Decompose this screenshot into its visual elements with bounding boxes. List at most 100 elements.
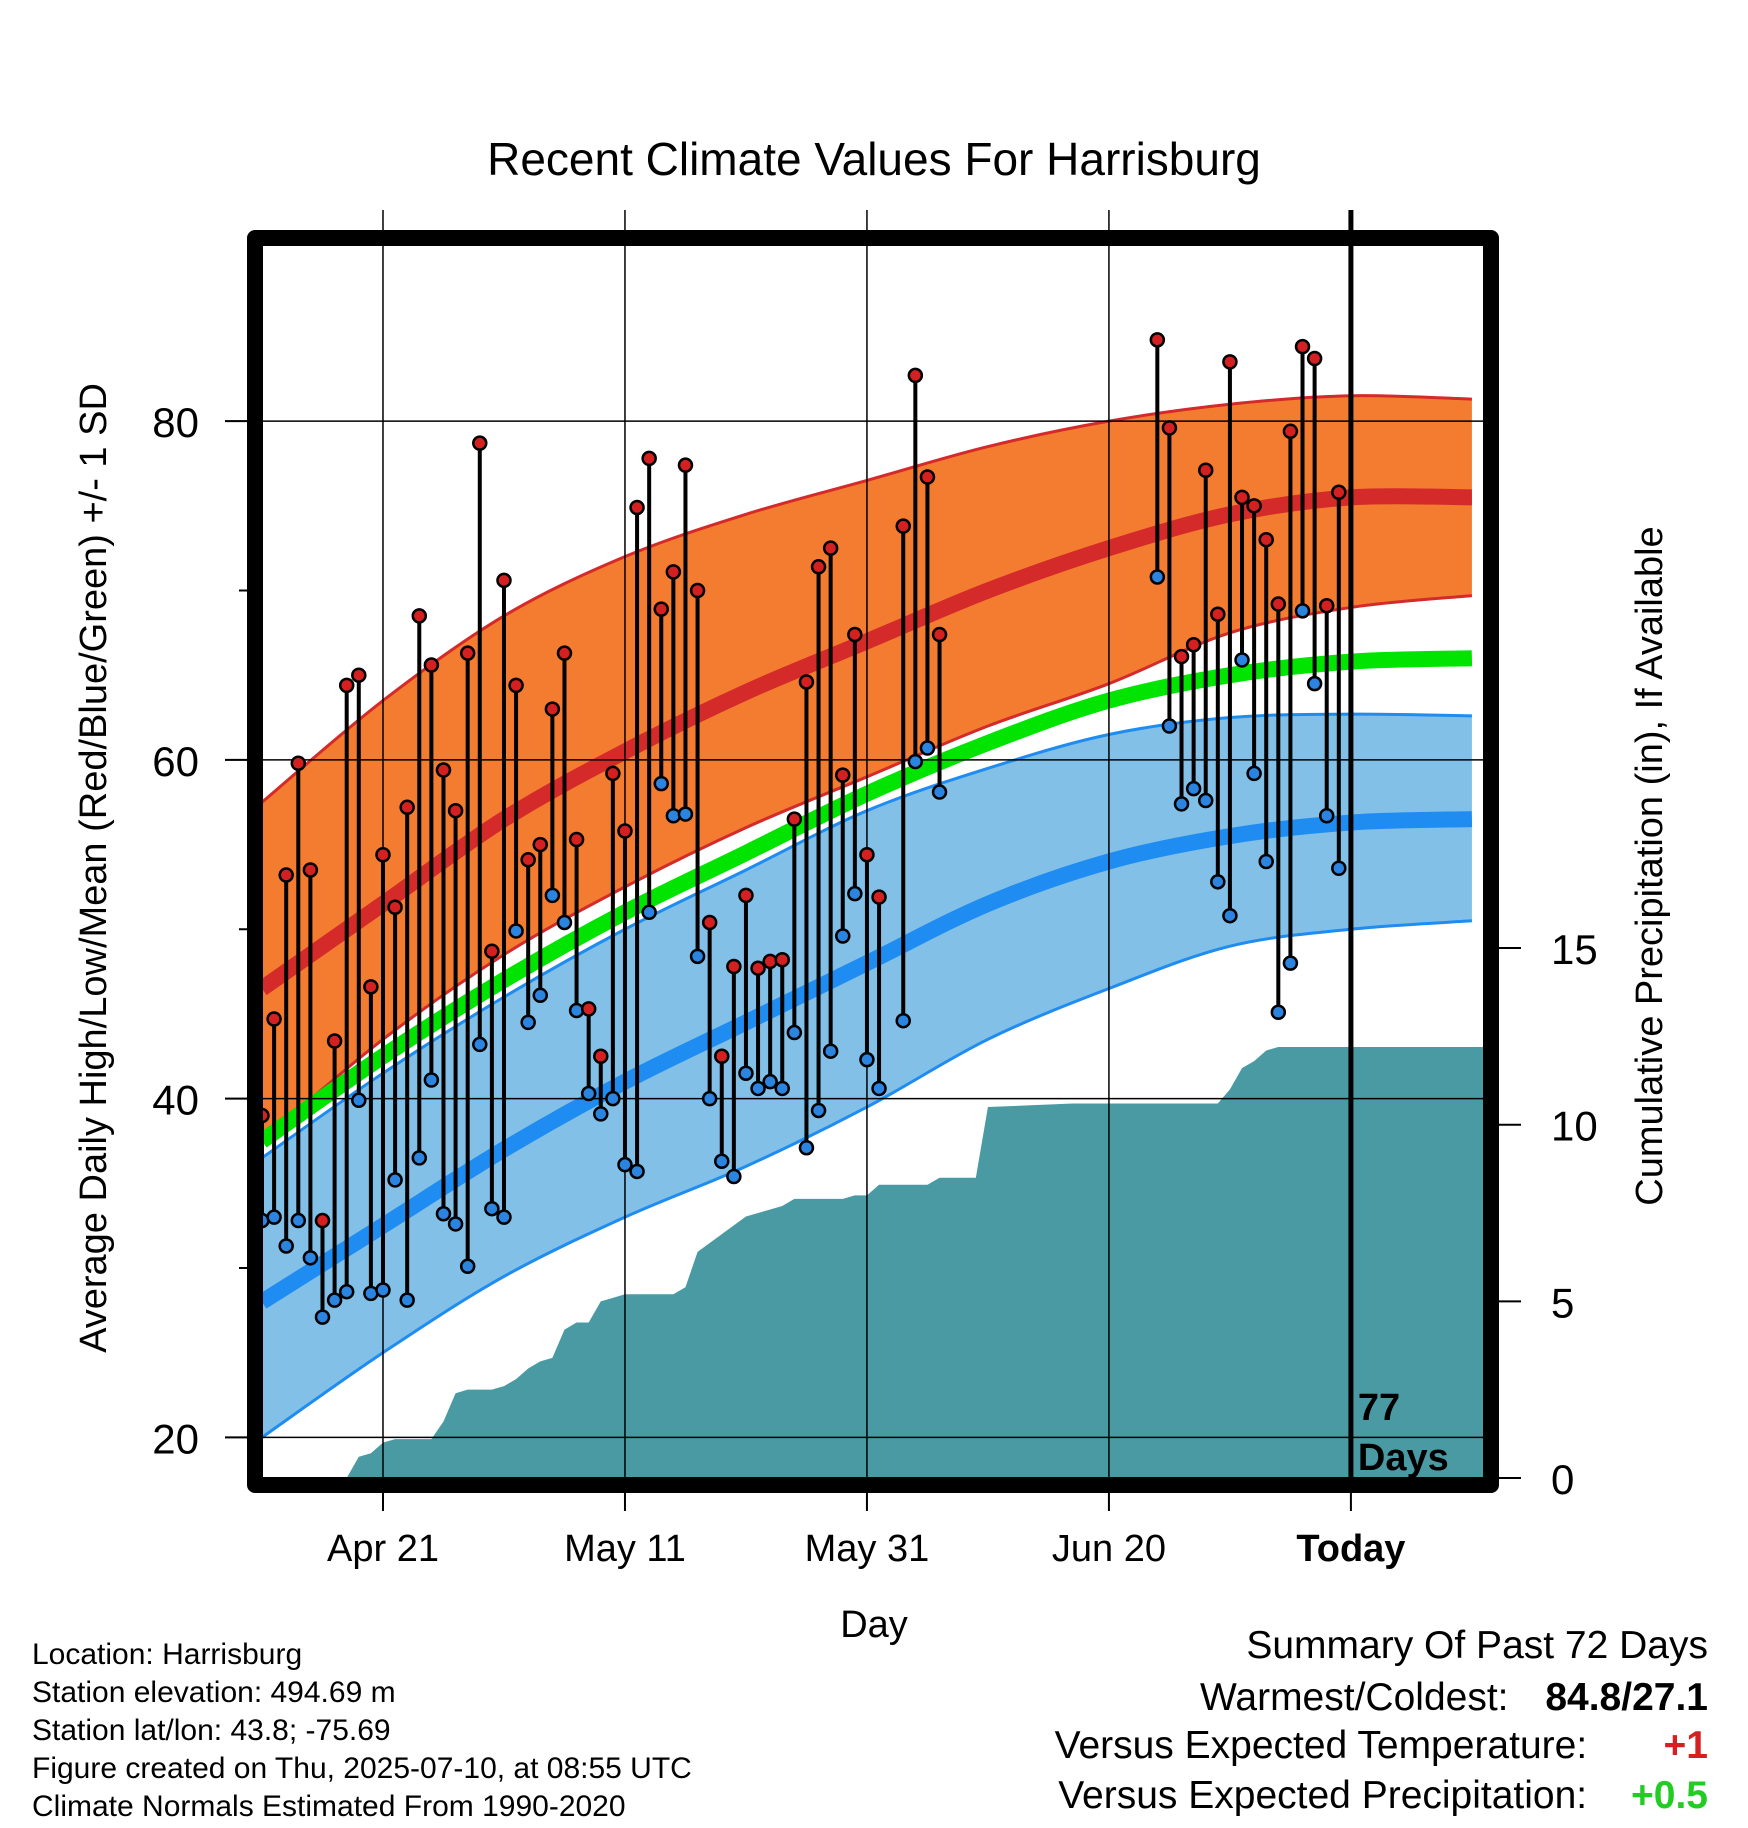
daily-high-marker	[617, 823, 633, 839]
daily-high-marker	[520, 852, 536, 868]
daily-high-marker	[568, 831, 585, 848]
daily-high-marker	[738, 887, 754, 904]
daily-high-marker	[641, 450, 657, 467]
precipitation-fill	[262, 1046, 1484, 1478]
latlon-text: Station lat/lon: 43.8; -75.69	[32, 1714, 391, 1747]
daily-high-marker	[484, 943, 500, 960]
daily-low-marker	[411, 1150, 428, 1166]
daily-low-marker	[847, 885, 863, 902]
daily-low-marker	[266, 1209, 282, 1225]
daily-high-marker	[459, 645, 476, 661]
location-text: Location: Harrisburg	[32, 1638, 303, 1671]
daily-high-marker	[532, 836, 549, 853]
daily-high-marker	[689, 582, 706, 599]
daily-low-marker	[714, 1153, 730, 1170]
station-info: Location: Harrisburg Station elevation: …	[32, 1636, 692, 1826]
daily-high-marker	[750, 960, 766, 976]
daily-low-marker	[653, 775, 670, 792]
daily-low-marker	[508, 923, 524, 939]
y-tick-label: 80	[152, 399, 199, 446]
daily-low-marker	[1185, 780, 1202, 797]
daily-high-marker	[1306, 350, 1323, 367]
daily-high-marker	[701, 914, 718, 931]
daily-markers	[254, 332, 1347, 1325]
daily-high-marker	[786, 811, 803, 827]
x-tick-label: Today	[1296, 1528, 1405, 1570]
chart-title: Recent Climate Values For Harrisburg	[487, 133, 1261, 185]
daily-low-marker	[447, 1216, 464, 1232]
created-text: Figure created on Thu, 2025-07-10, at 08…	[32, 1752, 692, 1785]
daily-high-marker	[290, 755, 307, 772]
daily-high-marker	[629, 499, 645, 516]
daily-high-marker	[593, 1048, 609, 1065]
daily-high-marker	[605, 765, 621, 782]
daily-low-marker	[435, 1206, 452, 1222]
daily-high-marker	[1282, 423, 1299, 440]
plot-frame	[247, 230, 1499, 1493]
x-tick-label: Jun 20	[1052, 1528, 1166, 1570]
daily-high-marker	[714, 1048, 730, 1065]
daily-low-marker	[931, 784, 948, 800]
daily-low-marker	[496, 1209, 512, 1225]
daily-high-marker	[653, 601, 670, 617]
daily-low-marker	[750, 1080, 766, 1097]
daily-low-marker	[532, 987, 549, 1004]
daily-high-marker	[544, 701, 561, 717]
daily-high-marker	[302, 862, 319, 878]
y2-tick-label: 5	[1551, 1279, 1574, 1326]
x-tick-label: May 11	[564, 1528, 686, 1570]
daily-high-marker	[508, 677, 524, 694]
daily-high-marker	[314, 1212, 331, 1229]
daily-low-marker	[617, 1156, 633, 1173]
daily-high-marker	[774, 951, 791, 968]
daily-low-marker	[774, 1080, 791, 1097]
daily-high-marker	[1173, 648, 1190, 665]
daily-low-marker	[919, 740, 936, 756]
daily-low-marker	[1197, 792, 1214, 809]
y-tick-label: 20	[152, 1415, 199, 1462]
daily-low-marker	[810, 1102, 827, 1119]
daily-low-marker	[484, 1200, 500, 1217]
daily-low-marker	[738, 1065, 754, 1081]
y2-tick-label: 10	[1551, 1103, 1598, 1150]
warm-cold-label: Warmest/Coldest:	[1200, 1676, 1509, 1719]
summary-title: Summary Of Past 72 Days	[1246, 1624, 1708, 1667]
x-tick-label: Apr 21	[327, 1528, 439, 1570]
daily-low-marker	[895, 1012, 911, 1029]
y2-tick-label: 15	[1551, 926, 1598, 973]
daily-low-marker	[835, 928, 851, 944]
daily-low-marker	[1306, 675, 1323, 692]
daily-low-marker	[1222, 907, 1238, 924]
daily-low-marker	[351, 1092, 367, 1109]
x-axis-label: Day	[840, 1604, 908, 1646]
y2-tick-label: 0	[1551, 1456, 1574, 1503]
elevation-text: Station elevation: 494.69 m	[32, 1676, 396, 1709]
daily-high-marker	[399, 799, 415, 816]
daily-high-marker	[447, 802, 464, 819]
y-axis-label: Average Daily High/Low/Mean (Red/Blue/Gr…	[73, 383, 115, 1353]
daily-high-marker	[580, 1001, 597, 1017]
warm-cold-value: 84.8/27.1	[1545, 1676, 1708, 1719]
daily-low-marker	[338, 1283, 355, 1300]
daily-low-marker	[1173, 796, 1190, 812]
y-tick-label: 40	[152, 1077, 199, 1124]
daily-high-marker	[895, 518, 911, 534]
precip-value: +0.5	[1631, 1774, 1708, 1817]
daily-low-marker	[278, 1238, 294, 1254]
daily-low-marker	[459, 1258, 476, 1275]
daily-low-marker	[871, 1080, 887, 1097]
daily-high-marker	[1246, 498, 1262, 514]
x-tick-label: May 31	[805, 1528, 930, 1570]
daily-low-marker	[1282, 955, 1299, 971]
daily-low-marker	[1246, 765, 1262, 782]
daily-low-marker	[399, 1292, 415, 1308]
daily-low-marker	[375, 1282, 391, 1298]
daily-low-marker	[1234, 652, 1250, 668]
daily-high-marker	[1294, 338, 1311, 355]
daily-low-marker	[907, 753, 924, 770]
daily-low-marker	[1210, 874, 1226, 890]
daily-low-marker	[859, 1051, 875, 1068]
daily-low-marker	[605, 1090, 621, 1107]
daily-high-marker	[665, 564, 682, 580]
